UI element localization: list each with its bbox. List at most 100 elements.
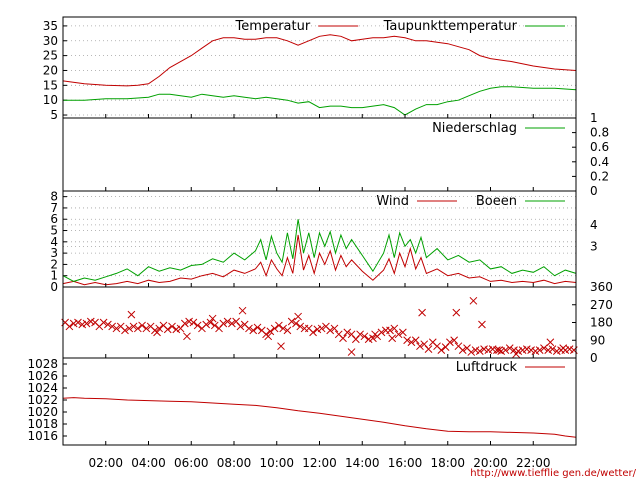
y-tick-label: 270 [590, 298, 613, 312]
legend-label-luftdruck: Luftdruck [456, 360, 518, 375]
data-point [450, 336, 459, 345]
legend-label-niederschlag: Niederschlag [432, 121, 517, 136]
data-point [347, 348, 356, 356]
data-point [99, 318, 108, 327]
y-tick-label: 20 [43, 63, 58, 77]
data-point [142, 324, 151, 333]
data-point [292, 319, 300, 328]
data-point [394, 330, 403, 339]
data-point [369, 334, 377, 343]
y-tick-label: 90 [590, 333, 605, 347]
data-point [546, 338, 555, 347]
data-point [390, 324, 399, 333]
data-point [505, 344, 514, 352]
data-point [277, 342, 285, 351]
data-point [416, 342, 424, 351]
y-tick-label: 1016 [27, 429, 58, 443]
y-tick-label: 1026 [27, 369, 58, 383]
y-tick-label: 10 [43, 93, 58, 107]
data-point [317, 324, 326, 333]
y-tick-label: 0.4 [590, 155, 609, 169]
y-tick-label: 8 [50, 190, 58, 204]
data-point [245, 324, 253, 333]
data-point [121, 326, 129, 335]
data-point [270, 324, 279, 333]
data-point [446, 338, 454, 347]
data-point [371, 330, 379, 339]
x-tick-label: 02:00 [88, 456, 123, 470]
data-point [559, 344, 568, 352]
time-axis-ticks: 02:00 04:00 06:00 08:00 10:00 12:00 14:00 16:00… [88, 114, 551, 470]
data-point [403, 336, 411, 345]
legend-label-temperatur: Temperatur [235, 19, 311, 34]
legend-label-wind: Wind [376, 194, 409, 209]
y-tick-label: 4 [50, 235, 58, 249]
y-tick-label: 180 [590, 316, 613, 330]
credit-url[interactable]: http://www.tiefflie gen.de/wetter/ [470, 468, 636, 479]
data-point [287, 317, 296, 326]
series-line-boeen [62, 219, 577, 282]
y-tick-label: 5 [50, 224, 58, 238]
y-tick-label: 0.2 [590, 169, 609, 183]
y-tick-label: 35 [43, 19, 58, 33]
series-line-luftdruck [62, 397, 577, 438]
data-point [388, 334, 397, 343]
data-point [343, 328, 352, 337]
panel-wind-direction: 0 90 180 270 360 [61, 280, 613, 365]
series-line-wind [62, 234, 577, 286]
data-point [469, 296, 478, 305]
data-point [219, 319, 228, 328]
data-point [155, 324, 164, 333]
y-tick-label: 1028 [27, 357, 58, 371]
data-point [548, 345, 557, 353]
data-point [65, 322, 74, 331]
y-tick-label: 0 [590, 351, 598, 365]
y-tick-label: 0 [50, 280, 58, 294]
data-point [407, 338, 416, 347]
data-point [168, 322, 176, 331]
data-point [386, 326, 394, 335]
y-tick-label: 1 [50, 269, 58, 283]
y-tick-label: 30 [43, 34, 58, 48]
y2-tick-label: 4 [590, 218, 598, 232]
series-line-taupunkttemperatur [63, 86, 577, 116]
data-point [228, 319, 236, 328]
data-point [437, 346, 446, 354]
data-point [180, 319, 189, 328]
data-point [309, 328, 317, 337]
data-point [452, 308, 461, 317]
data-point [223, 317, 232, 326]
data-point [253, 323, 262, 332]
data-point [183, 332, 191, 341]
y-tick-label: 2 [50, 257, 58, 271]
data-point [279, 324, 288, 333]
x-tick-label: 18:00 [430, 456, 465, 470]
data-point [424, 345, 433, 353]
data-point [294, 312, 302, 321]
data-point [82, 319, 91, 328]
data-point [189, 318, 198, 327]
data-point [163, 325, 172, 334]
data-point [339, 334, 347, 343]
data-point [399, 328, 407, 337]
data-point [540, 344, 548, 352]
y-tick-label: 0 [590, 184, 598, 198]
data-point [266, 327, 275, 336]
x-tick-label: 08:00 [217, 456, 252, 470]
data-point [133, 324, 142, 333]
x-tick-label: 16:00 [388, 456, 423, 470]
series-wind-direction [61, 296, 578, 358]
data-point [275, 321, 283, 330]
data-point [377, 328, 386, 337]
data-point [495, 346, 503, 354]
y-tick-label: 5 [50, 108, 58, 122]
y-tick-label: 1018 [27, 417, 58, 431]
data-point [238, 306, 247, 315]
data-point [360, 332, 369, 341]
x-tick-label: 10:00 [259, 456, 294, 470]
data-point [264, 332, 273, 341]
x-tick-label: 06:00 [174, 456, 209, 470]
